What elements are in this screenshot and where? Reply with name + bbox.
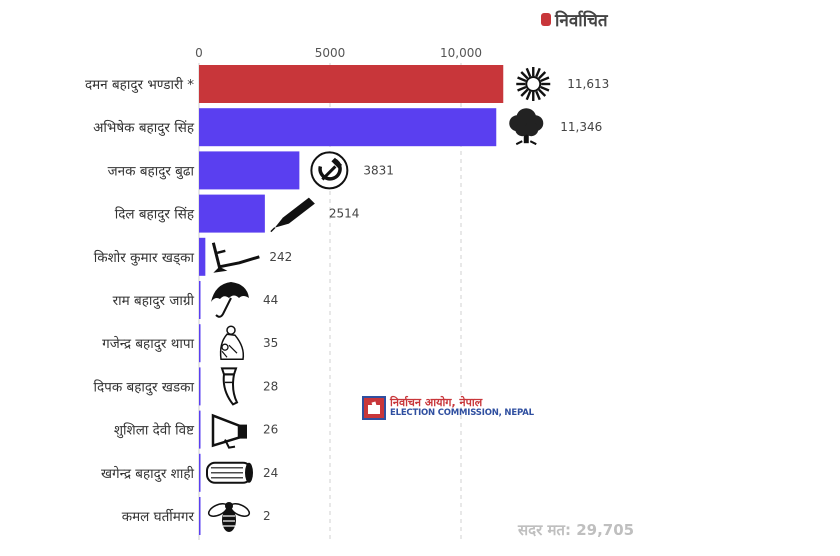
- bar: [199, 410, 201, 449]
- bee-icon: [207, 502, 251, 532]
- category-label: गजेन्द्र बहादुर थापा: [102, 335, 194, 352]
- category-label: कमल घर्तीमगर: [122, 508, 195, 525]
- value-label: 2: [263, 509, 271, 523]
- value-label: 11,613: [567, 77, 609, 91]
- value-label: 26: [263, 423, 278, 437]
- bar: [199, 497, 201, 535]
- category-label: राम बहादुर जाग्री: [113, 292, 195, 309]
- value-label: 24: [263, 466, 278, 480]
- x-tick-label: 5000: [315, 46, 346, 60]
- log-icon: [206, 461, 253, 484]
- x-tick-label: 10,000: [440, 46, 482, 60]
- category-label: दिल बहादुर सिंह: [115, 206, 195, 223]
- value-label: 2514: [329, 207, 360, 221]
- bar: [199, 324, 201, 363]
- election-commission-logo: निर्वाचन आयोग, नेपाल ELECTION COMMISSION…: [362, 396, 534, 420]
- value-label: 242: [269, 250, 292, 264]
- value-label: 28: [263, 379, 278, 393]
- bar: [199, 108, 497, 147]
- value-label: 35: [263, 336, 278, 350]
- horn-icon: [220, 367, 239, 406]
- category-label: दमन बहादुर भण्डारी *: [85, 76, 194, 93]
- value-label: 3831: [363, 163, 394, 177]
- bar: [199, 453, 201, 492]
- legend-label: निर्वाचित: [555, 10, 608, 31]
- ec-name-english: ELECTION COMMISSION, NEPAL: [390, 408, 534, 419]
- bar: [199, 194, 265, 233]
- ec-name-nepali: निर्वाचन आयोग, नेपाल: [390, 396, 483, 410]
- legend-swatch: [541, 12, 551, 26]
- bar: [199, 367, 201, 406]
- tree-icon: [509, 108, 544, 146]
- ec-emblem-icon: [362, 396, 386, 420]
- category-label: किशोर कुमार खड्का: [94, 249, 195, 266]
- hammer-sickle-icon: [310, 151, 349, 190]
- category-label: जनक बहादुर बुढा: [108, 163, 195, 179]
- mother-child-icon: [219, 325, 245, 360]
- pen-icon: [270, 197, 315, 233]
- total-votes: सदर मत: 29,705: [518, 521, 635, 539]
- umbrella-icon: [211, 282, 249, 318]
- category-label: दिपक बहादुर खडका: [94, 378, 195, 395]
- bar: [199, 281, 201, 319]
- bar: [199, 237, 206, 276]
- category-label: खगेन्द्र बहादुर शाही: [101, 465, 194, 482]
- bar: [199, 65, 504, 103]
- plough-icon: [211, 242, 260, 273]
- megaphone-icon: [211, 413, 247, 449]
- category-label: अभिषेक बहादुर सिंह: [93, 119, 195, 136]
- category-label: शुशिला देवी विष्ट: [114, 422, 195, 439]
- bar: [199, 151, 300, 190]
- value-label: 11,346: [560, 120, 602, 134]
- value-label: 44: [263, 293, 278, 307]
- x-tick-label: 0: [195, 46, 203, 60]
- sun-icon: [516, 67, 551, 101]
- legend: निर्वाचित: [541, 8, 608, 31]
